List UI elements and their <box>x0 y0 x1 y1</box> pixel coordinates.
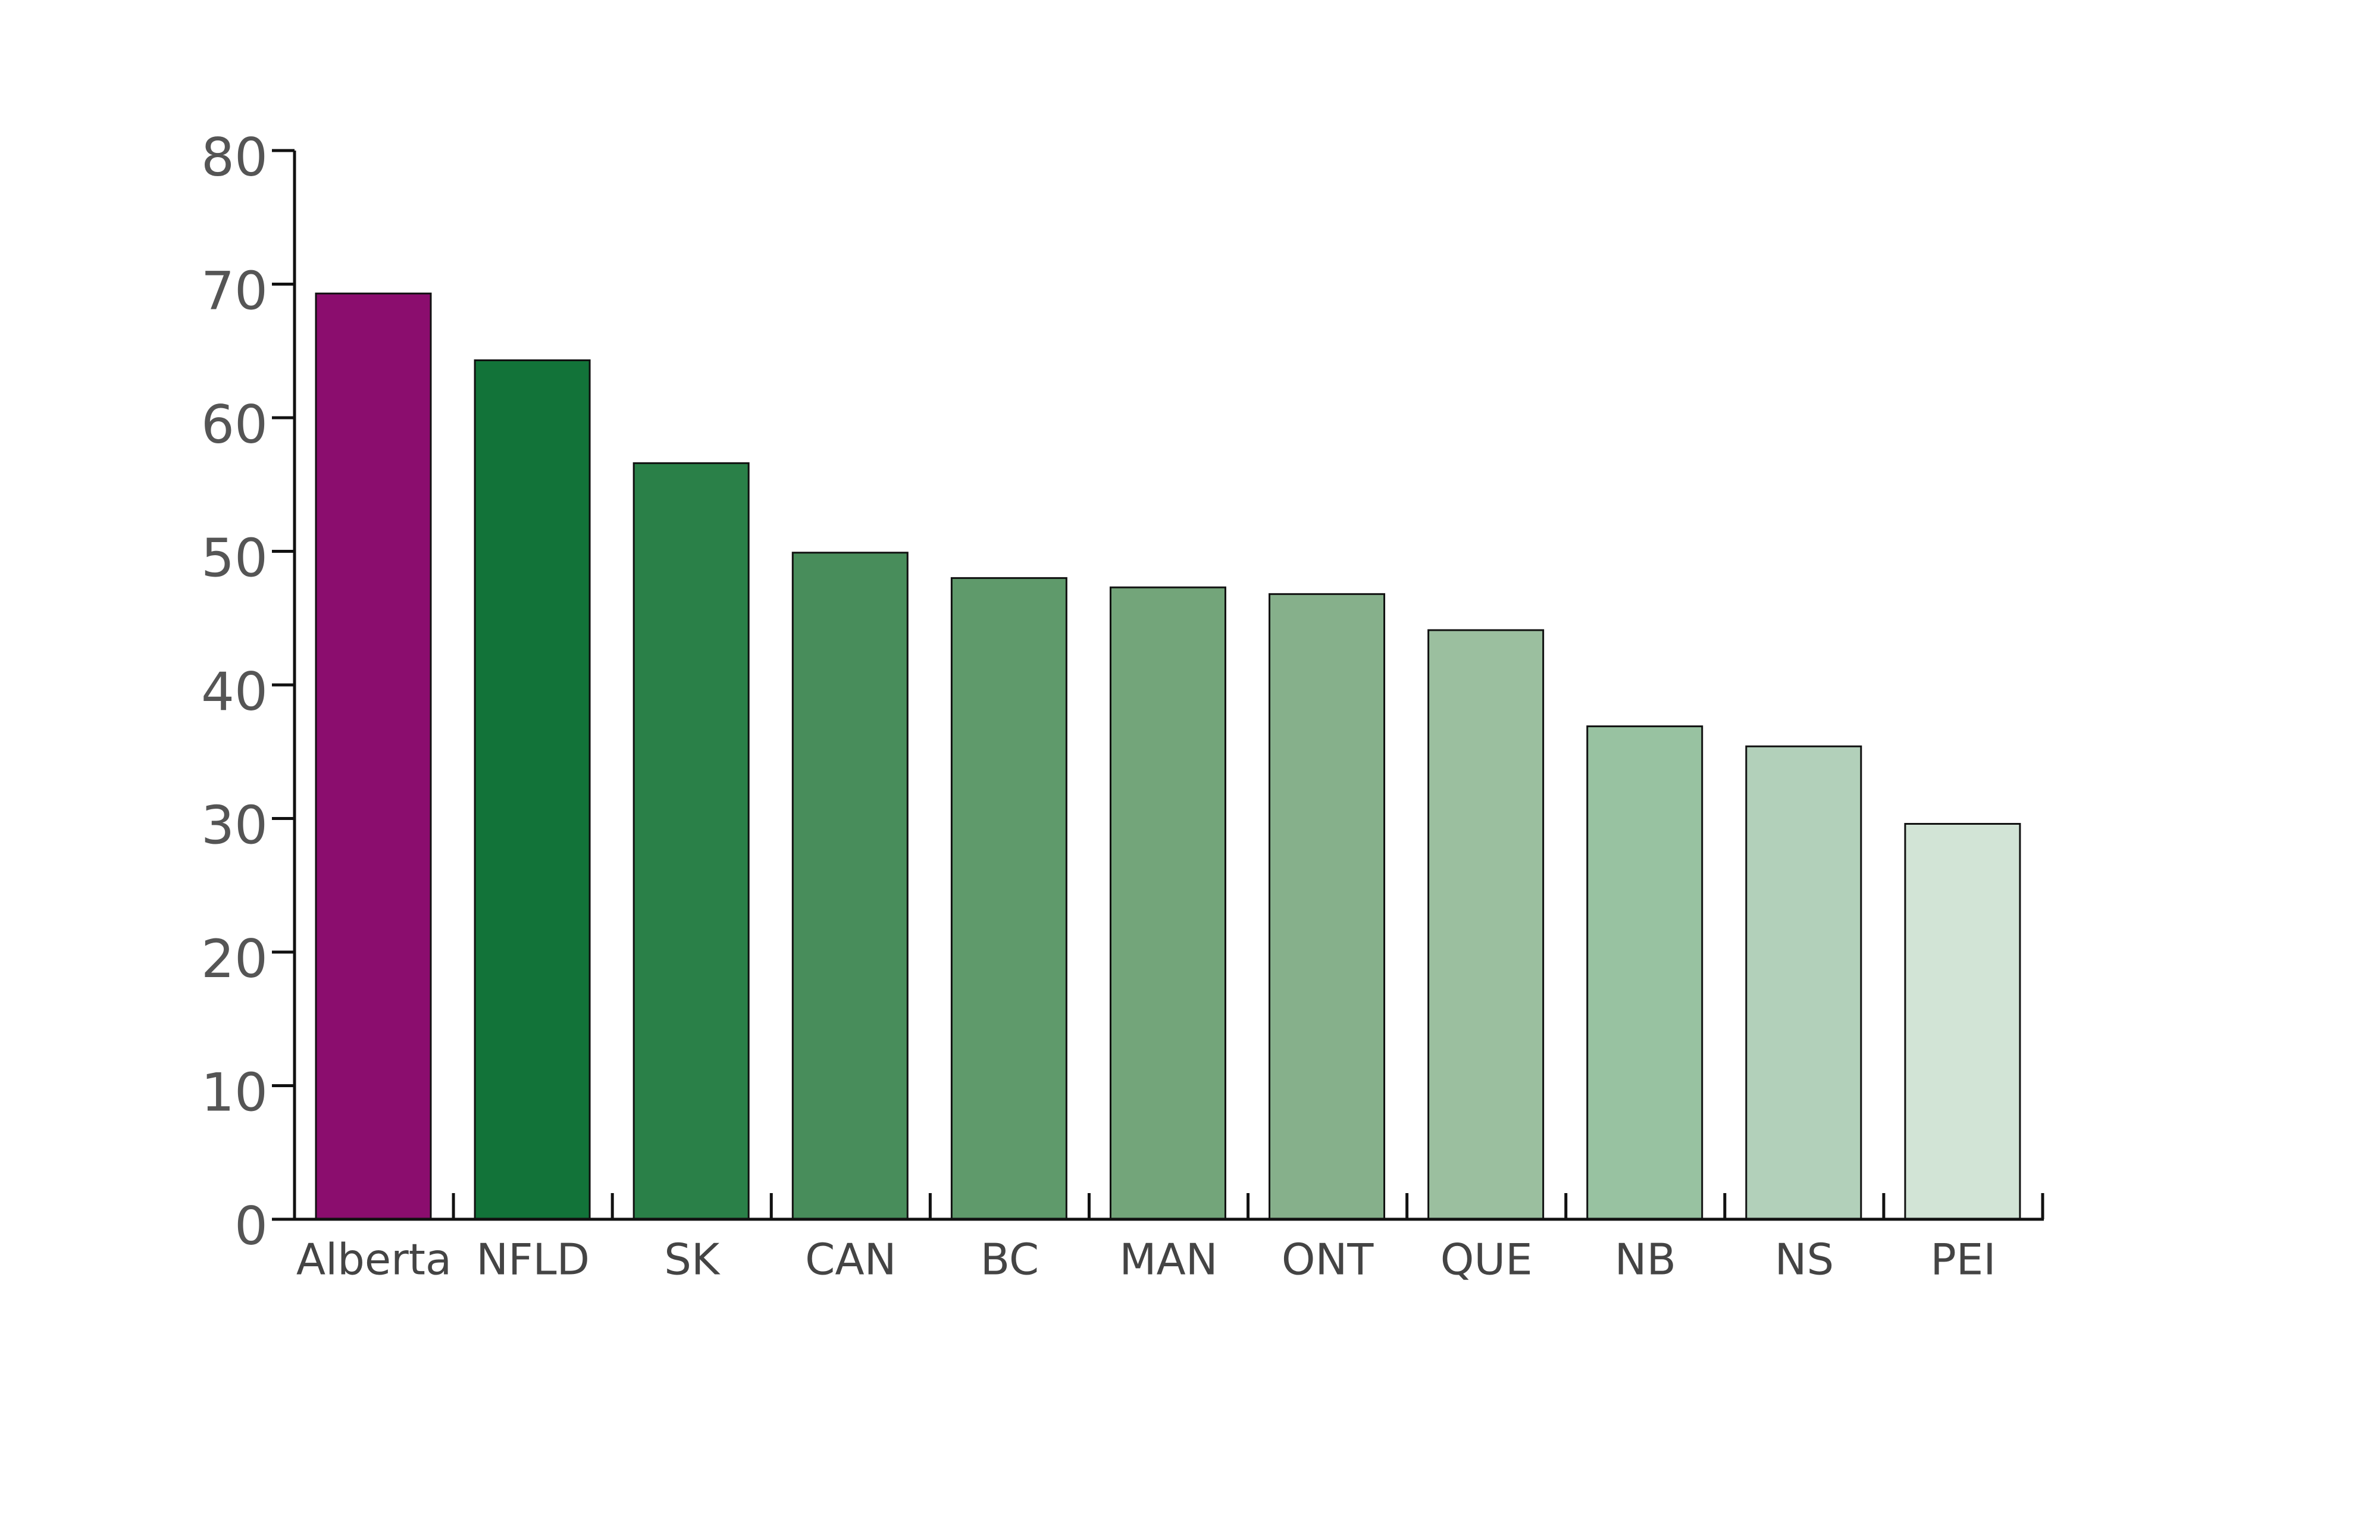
x-tick-label: QUE <box>1440 1235 1533 1285</box>
y-tick-label: 50 <box>201 527 268 589</box>
bar <box>315 292 432 1220</box>
x-tick-label: CAN <box>805 1235 896 1285</box>
bar <box>950 577 1067 1220</box>
bar <box>1269 593 1386 1220</box>
bar <box>632 462 750 1220</box>
y-tick-label: 20 <box>201 928 268 990</box>
y-tick-label: 40 <box>201 661 268 722</box>
x-tick-label: Alberta <box>296 1235 452 1285</box>
x-tick-label: MAN <box>1119 1235 1217 1285</box>
bar <box>791 552 909 1220</box>
x-tick-label: NFLD <box>476 1235 590 1285</box>
x-tick-label: NB <box>1615 1235 1676 1285</box>
y-tick-label: 0 <box>234 1195 268 1257</box>
bar <box>1427 629 1545 1220</box>
x-tick-label: ONT <box>1282 1235 1374 1285</box>
y-tick-label: 80 <box>201 127 268 188</box>
x-tick-label: BC <box>981 1235 1039 1285</box>
x-tick-label: SK <box>664 1235 721 1285</box>
bar <box>474 359 591 1220</box>
y-tick-label: 70 <box>201 260 268 321</box>
bar <box>1586 725 1703 1220</box>
bar <box>1904 822 2021 1220</box>
bar <box>1745 745 1862 1220</box>
bar <box>1109 586 1226 1220</box>
x-tick-label: PEI <box>1930 1235 1996 1285</box>
x-tick-label: NS <box>1775 1235 1834 1285</box>
y-tick-label: 60 <box>201 394 268 455</box>
y-tick-label: 10 <box>201 1062 268 1123</box>
y-tick-label: 30 <box>201 794 268 856</box>
